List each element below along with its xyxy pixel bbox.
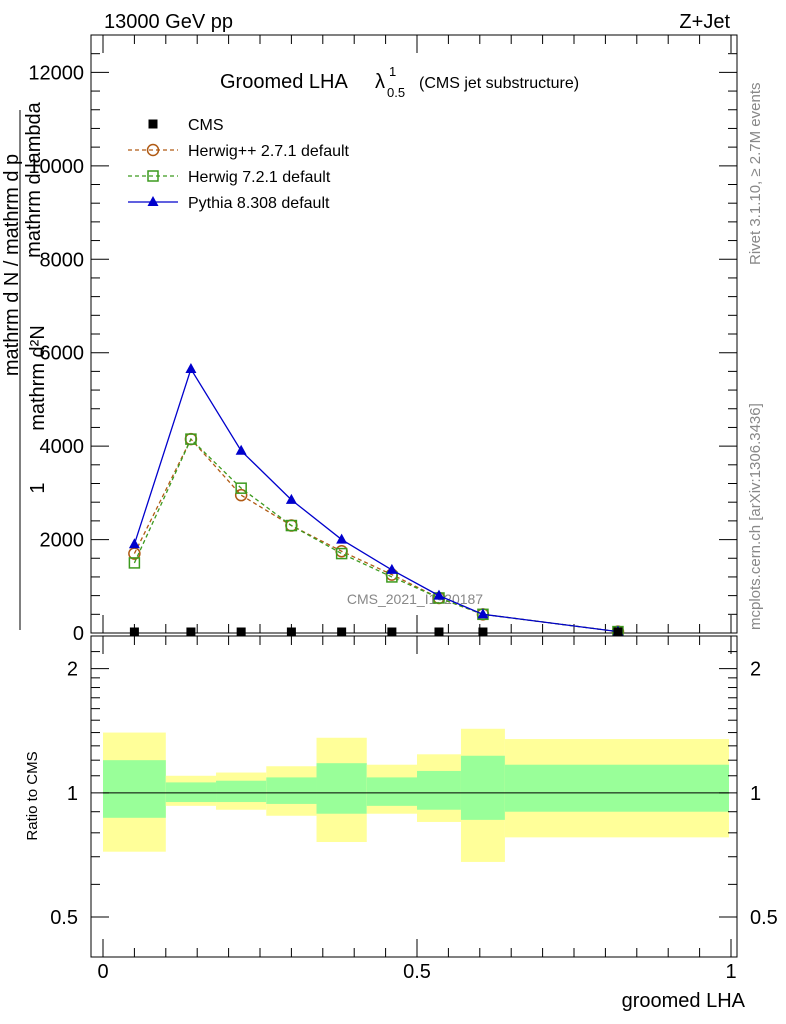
plot-title-note: (CMS jet substructure) [419, 75, 579, 92]
series-line [133, 438, 619, 633]
header-process-label: Z+Jet [679, 11, 730, 33]
data-point [128, 557, 141, 569]
ratio-inner-band [216, 780, 267, 803]
data-point [186, 627, 196, 637]
data-point [433, 589, 445, 600]
legend-marker [147, 170, 159, 182]
ratio-y-tick-label-right: 0.5 [750, 907, 778, 929]
ratio-inner-band [366, 777, 417, 806]
series-pythia-8-308-default [128, 363, 624, 636]
ratio-y-axis: 0.5 0.5 1 1 2 2 [50, 651, 778, 929]
ratio-inner-band [103, 760, 166, 818]
data-point [285, 493, 297, 504]
ratio-inner-band [316, 763, 367, 814]
ratio-y-tick-label-right: 2 [750, 659, 761, 681]
plot-title-superscript: 1 [389, 64, 396, 79]
y-label-numerator: mathrm d²N [27, 325, 49, 431]
data-point [386, 563, 398, 574]
plot-title-subscript: 0.5 [387, 85, 405, 100]
ratio-inner-band [266, 777, 317, 804]
y-tick-label: 6000 [40, 343, 85, 365]
data-point [478, 627, 488, 637]
ratio-inner-band [165, 782, 217, 803]
mcplots-credit-label: mcplots.cern.ch [arXiv:1306.3436] [747, 403, 764, 630]
x-axis-label: groomed LHA [622, 990, 746, 1012]
legend-label: CMS [188, 117, 224, 134]
legend-label: Herwig++ 2.7.1 default [188, 143, 350, 160]
plot-title-lambda: λ [375, 71, 385, 93]
main-series-layer [128, 363, 625, 638]
ratio-inner-band [460, 755, 505, 820]
data-point [336, 533, 348, 544]
main-y-axis: 0 2000 4000 6000 8000 10000 12000 [28, 53, 737, 645]
data-point [185, 363, 197, 374]
ratio-plot-panel: 0.5 0.51 12 2 0 0.5 1 Ratio to CMS groomed LH… [24, 635, 778, 1012]
data-point [477, 608, 489, 619]
data-point [185, 433, 197, 445]
ratio-x-axis: 0 0.5 1 [97, 636, 737, 983]
x-tick-label: 0.5 [403, 961, 431, 983]
y-label-denominator: mathrm d lambda [23, 101, 45, 257]
data-point [236, 627, 246, 637]
y-tick-label: 2000 [40, 530, 85, 552]
data-point [235, 444, 247, 455]
data-point [285, 519, 298, 532]
y-tick-label: 12000 [28, 62, 84, 84]
data-point [129, 627, 139, 637]
ratio-y-axis-label: Ratio to CMS [24, 751, 41, 840]
x-tick-label: 1 [725, 961, 736, 983]
ratio-y-tick-label: 2 [67, 659, 78, 681]
x-tick-label: 0 [97, 961, 108, 983]
ratio-y-tick-label: 0.5 [50, 907, 78, 929]
data-point [128, 538, 140, 549]
data-point [234, 488, 248, 502]
y-tick-label: 4000 [40, 436, 85, 458]
ratio-y-tick-label-right: 1 [750, 783, 761, 805]
legend-label: Herwig 7.2.1 default [188, 169, 331, 186]
data-point [286, 627, 296, 637]
y-label-prefix-numerator: 1 [27, 482, 49, 493]
plot-title-main: Groomed LHA [220, 71, 348, 93]
main-y-axis-label: mathrm d²N 1 mathrm d N / mathrm d p mat… [1, 101, 49, 630]
y-label-prefix-denominator: mathrm d N / mathrm d p [1, 154, 23, 376]
ratio-inner-band [417, 770, 461, 810]
rivet-version-label: Rivet 3.1.10, ≥ 2.7M events [747, 83, 764, 266]
legend-marker [147, 196, 159, 206]
plot-title: Groomed LHA λ 1 0.5 (CMS jet substructur… [220, 64, 579, 100]
data-point [335, 547, 348, 560]
data-point [613, 627, 623, 637]
data-point [434, 627, 444, 637]
main-plot-frame [90, 34, 738, 634]
y-tick-label: 0 [73, 623, 84, 645]
data-point [387, 627, 397, 637]
analysis-watermark: CMS_2021_I1920187 [347, 591, 483, 607]
header-energy-label: 13000 GeV pp [104, 11, 233, 33]
main-plot-panel: 0 2000 4000 6000 8000 10000 12000 CMS_2021_I19… [1, 34, 738, 645]
data-point [337, 627, 347, 637]
data-point [235, 482, 247, 494]
ratio-uncertainty-bands [103, 728, 729, 862]
series-cms [129, 627, 623, 637]
legend-marker [146, 143, 160, 157]
ratio-y-tick-label: 1 [67, 783, 78, 805]
ratio-inner-band [504, 764, 729, 812]
legend-label: Pythia 8.308 default [188, 195, 330, 212]
y-tick-label: 8000 [40, 249, 85, 271]
y-tick-label: 10000 [28, 156, 84, 178]
legend-marker [148, 119, 158, 129]
legend: CMS Herwig++ 2.7.1 default Herwig 7.2.1 de… [128, 117, 350, 212]
